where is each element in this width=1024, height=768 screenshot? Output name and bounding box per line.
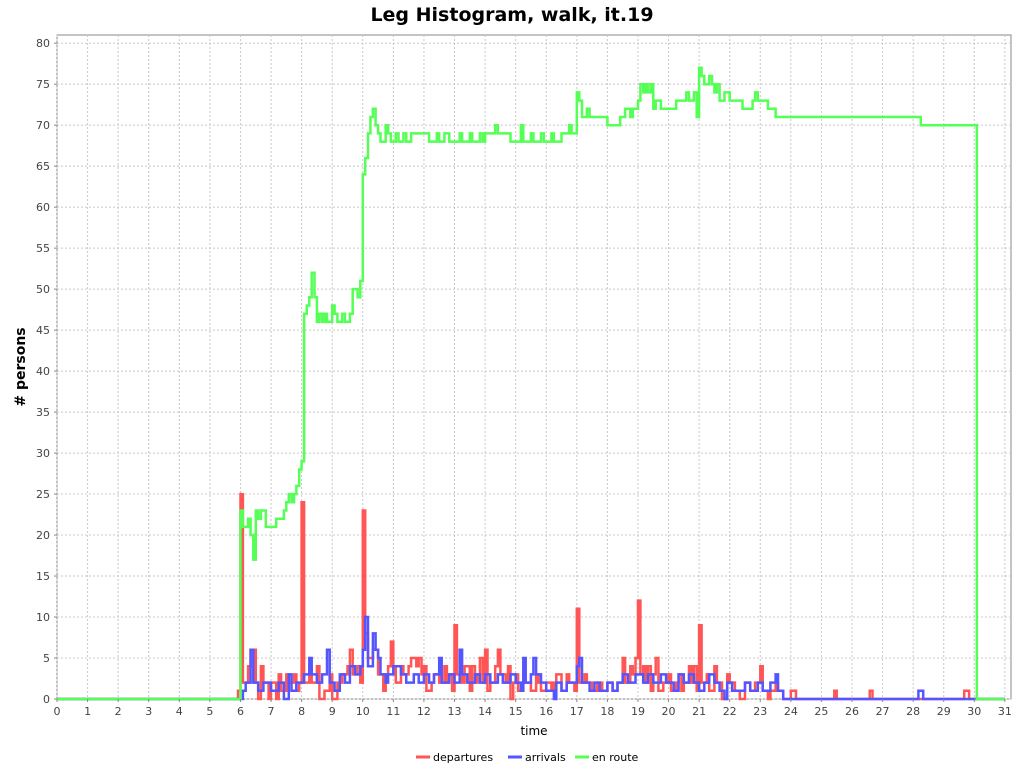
x-tick-label: 15 [509, 705, 523, 718]
series-line-arrivals [57, 615, 1005, 701]
x-tick-label: 9 [329, 705, 336, 718]
y-tick-label: 60 [36, 201, 50, 214]
x-tick-label: 2 [115, 705, 122, 718]
legend-label-en-route: en route [592, 751, 639, 764]
x-tick-label: 13 [448, 705, 462, 718]
x-tick-label: 17 [570, 705, 584, 718]
x-axis-ticks: 0 1 2 3 4 5 6 7 8 9 10 11 12 13 14 15 16 17 18 19 20 21 22 23 24… [54, 699, 1012, 718]
series-line-en-route [57, 66, 1005, 701]
y-tick-label: 55 [36, 242, 50, 255]
y-tick-label: 40 [36, 365, 50, 378]
x-tick-label: 26 [845, 705, 859, 718]
y-tick-label: 50 [36, 283, 50, 296]
x-tick-label: 24 [784, 705, 798, 718]
y-tick-label: 35 [36, 406, 50, 419]
x-tick-label: 29 [937, 705, 951, 718]
x-tick-label: 18 [600, 705, 614, 718]
x-tick-label: 8 [298, 705, 305, 718]
x-tick-label: 28 [906, 705, 920, 718]
y-tick-label: 15 [36, 570, 50, 583]
y-tick-label: 30 [36, 447, 50, 460]
x-tick-label: 21 [692, 705, 706, 718]
x-tick-label: 22 [723, 705, 737, 718]
x-axis-label: time [520, 724, 547, 738]
x-tick-label: 27 [876, 705, 890, 718]
legend: departures arrivals en route [416, 751, 639, 764]
x-tick-label: 12 [417, 705, 431, 718]
x-tick-label: 10 [356, 705, 370, 718]
legend-label-departures: departures [433, 751, 493, 764]
x-tick-label: 0 [54, 705, 61, 718]
y-tick-label: 70 [36, 119, 50, 132]
grid-lines [56, 35, 1011, 700]
x-tick-label: 14 [478, 705, 492, 718]
y-tick-label: 20 [36, 529, 50, 542]
x-tick-label: 16 [539, 705, 553, 718]
x-tick-label: 31 [998, 705, 1012, 718]
y-tick-label: 25 [36, 488, 50, 501]
x-tick-label: 30 [967, 705, 981, 718]
x-tick-label: 3 [145, 705, 152, 718]
x-tick-label: 5 [206, 705, 213, 718]
x-tick-label: 20 [662, 705, 676, 718]
y-tick-label: 45 [36, 324, 50, 337]
x-tick-label: 7 [268, 705, 275, 718]
series-layer [57, 66, 1005, 701]
y-axis-ticks: 0 5 10 15 20 25 30 35 40 45 50 55 60 65 70 75 80 [36, 37, 57, 706]
chart-title: Leg Histogram, walk, it.19 [370, 4, 653, 26]
y-tick-label: 0 [43, 693, 50, 706]
x-tick-label: 23 [753, 705, 767, 718]
y-tick-label: 80 [36, 37, 50, 50]
y-tick-label: 75 [36, 78, 50, 91]
x-tick-label: 11 [386, 705, 400, 718]
y-tick-label: 65 [36, 160, 50, 173]
x-tick-label: 4 [176, 705, 183, 718]
x-tick-label: 25 [814, 705, 828, 718]
y-axis-label: # persons [13, 327, 29, 406]
x-tick-label: 1 [84, 705, 91, 718]
x-tick-label: 6 [237, 705, 244, 718]
y-tick-label: 10 [36, 611, 50, 624]
x-tick-label: 19 [631, 705, 645, 718]
legend-label-arrivals: arrivals [525, 751, 566, 764]
y-tick-label: 5 [43, 652, 50, 665]
